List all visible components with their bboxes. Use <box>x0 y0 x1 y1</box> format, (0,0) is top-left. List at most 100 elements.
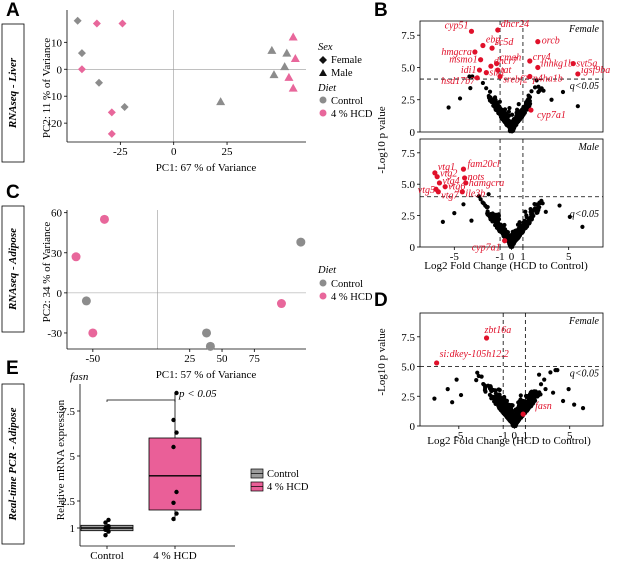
plot-a-ytick-label: -20 <box>47 118 62 130</box>
plot-c-point <box>205 341 215 351</box>
plotD-gene-point <box>520 404 525 409</box>
plotBbot-gene-label: nots <box>468 172 485 183</box>
plotBtop-gene-label: dhcr24 <box>501 19 529 30</box>
plotBtop-gene-label: igsf9ba <box>581 65 610 76</box>
plotD-gene-point <box>475 370 480 375</box>
legend-a-sex-title: Sex <box>318 42 333 53</box>
plotBtop-gene-label: svt5a <box>576 59 597 70</box>
plotBbot-highlight-point <box>460 166 467 172</box>
side-label-e: Real-time PCR - Adipose <box>1 383 25 545</box>
plotBtop-gene-point <box>484 86 489 91</box>
plotBbot-gene-point <box>488 211 493 217</box>
plotBbot-tag: Male <box>577 142 599 153</box>
plotBbot-highlight-point <box>434 174 440 180</box>
panel-b-female-volcano: 0 2.5 5.0 7.5 q<0.05 Female cyp51 dhcr24ebpsc5d… <box>401 19 610 139</box>
plotBtop-highlight-point <box>528 107 534 113</box>
plotBbot-xtick-label: 5 <box>566 251 572 263</box>
plotD-gene-point <box>518 393 523 398</box>
plotBbot-gene-point <box>481 201 486 206</box>
plotBbot-highlight-point <box>442 184 448 190</box>
plot-a-xtick-label: 0 <box>171 146 177 158</box>
plotD-gene-point <box>532 392 537 398</box>
panel-d-letter: D <box>374 290 388 311</box>
panel-b-xlabel: Log2 Fold Change (HCD to Control) <box>424 260 588 272</box>
plotD-gene-point <box>529 403 534 408</box>
plotBbot-gene-label: vtg2 <box>440 169 457 180</box>
plotBtop-gene-point <box>468 86 473 91</box>
plotBtop-highlight-point <box>476 67 483 73</box>
plotBbot-gene-point <box>469 218 474 223</box>
plot-c-point <box>276 299 286 309</box>
plotBtop-highlight-point <box>483 70 489 76</box>
plot-a-xtick-label: -25 <box>113 146 128 158</box>
plotBtop-highlight-point <box>570 60 576 67</box>
panel-a-ylabel: PC2: 11 % of Variance <box>41 38 53 138</box>
plot-c-ytick-label: 30 <box>51 248 63 260</box>
panel-a-letter: A <box>6 0 20 21</box>
panel-c-legend: Diet Control 4 % HCD <box>317 265 373 303</box>
plotBtop-highlight-point <box>488 63 494 69</box>
plotBbot-gene-point <box>461 202 466 207</box>
plotBtop-highlight-point <box>535 64 541 71</box>
plot-e-xtick-label: 4 % HCD <box>153 550 196 562</box>
plotBtop-gene-point <box>493 99 498 104</box>
plotD-gene-label: si:dkey-105h12.2 <box>440 349 509 360</box>
plot-c-point <box>202 328 212 338</box>
plotBtop-gene-point <box>527 101 533 106</box>
plotBtop-gene-point <box>510 112 515 117</box>
plot-e-point <box>174 390 179 396</box>
plotD-gene-point <box>490 387 495 393</box>
plotBbot-gene-point <box>508 242 513 248</box>
plotBtop-highlight-point <box>489 45 495 51</box>
plotD-gene-point <box>550 390 556 395</box>
plotBtop-ytick-label: 2.5 <box>401 95 415 107</box>
plotBbot-gene-label: cyp7a1 <box>472 243 501 254</box>
plotBtop-gene-label: idi1 <box>461 65 477 76</box>
plotD-gene-point <box>450 400 455 405</box>
plot-a-point-male <box>288 83 298 92</box>
plotD-xtick-label: 5 <box>567 430 573 442</box>
plotD-gene-point <box>503 411 508 417</box>
plot-a-ytick-label: 0 <box>57 64 63 76</box>
legend-c-control: Control <box>331 279 363 290</box>
legend-a-hcd-dot <box>319 109 327 117</box>
panel-e-gene-title: fasn <box>70 371 89 383</box>
plotBtop-highlight-point <box>472 49 478 55</box>
plotBtop-gene-label: cmah <box>500 53 522 64</box>
plotBbot-gene-point <box>527 221 532 226</box>
plotBbot-gene-point <box>534 207 539 212</box>
plotBtop-gene-point <box>489 99 494 105</box>
plotBtop-gene-point <box>560 89 566 95</box>
plotD-gene-point <box>537 391 542 396</box>
legend-a-female: Female <box>331 55 362 66</box>
plotD-gene-point <box>482 385 488 391</box>
plot-e-point <box>171 516 176 522</box>
plotBtop-gene-label: tat <box>501 65 512 76</box>
plotD-gene-point <box>445 387 450 392</box>
plotBtop-gene-point <box>529 89 534 94</box>
plotD-gene-point <box>476 373 481 379</box>
plotBbot-ytick-label: 7.5 <box>401 148 415 160</box>
plotBbot-highlight-point <box>463 180 469 186</box>
plot-c-ytick-label: 60 <box>51 208 63 220</box>
plotBtop-gene-point <box>493 107 498 112</box>
plotBtop-gene-label: ihhkg1b <box>541 58 573 69</box>
plotBbot-gene-point <box>511 235 517 240</box>
plotBtop-gene-point <box>549 97 554 102</box>
plotBtop-gene-point <box>516 101 521 107</box>
plotBtop-highlight-point <box>495 67 501 73</box>
legend-e-hcd: 4 % HCD <box>267 482 309 493</box>
plotBtop-gene-label: srebf2 <box>503 75 528 86</box>
plotD-gene-point <box>504 401 509 407</box>
plot-e-point <box>106 524 111 529</box>
plotBtop-tag: Female <box>568 24 600 35</box>
plotBbot-xtick-label: -5 <box>450 251 460 263</box>
plotBbot-gene-point <box>529 211 535 216</box>
plotBbot-gene-point <box>537 200 543 206</box>
legend-a-triangle-icon <box>319 69 327 76</box>
plotD-gene-point <box>483 389 488 394</box>
plotBbot-gene-point <box>495 221 500 226</box>
plotBtop-gene-label: p4ha1b <box>532 74 563 85</box>
plot-a-point-male <box>282 48 292 57</box>
